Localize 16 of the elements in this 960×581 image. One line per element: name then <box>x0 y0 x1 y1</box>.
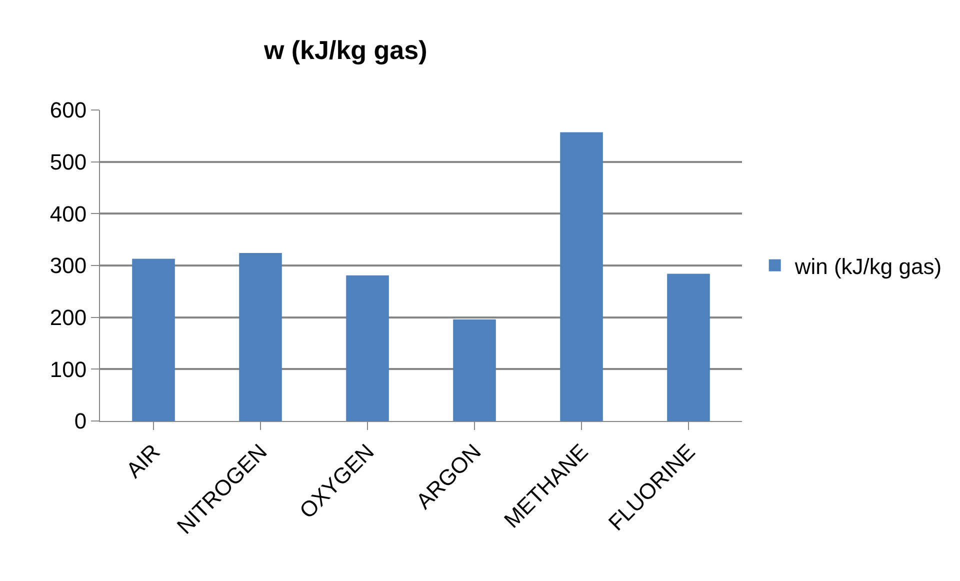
y-tick-label: 500 <box>50 150 87 175</box>
bar <box>132 258 175 421</box>
bar <box>346 275 389 421</box>
chart-title: w (kJ/kg gas) <box>262 34 428 65</box>
bar <box>667 274 710 421</box>
y-tick-label: 600 <box>50 98 87 123</box>
y-tick-label: 300 <box>50 253 87 278</box>
y-tick-label: 200 <box>50 305 87 330</box>
x-tick-label: AIR <box>121 439 165 483</box>
y-tick-label: 400 <box>50 201 87 226</box>
bar <box>453 319 496 421</box>
legend-label: win (kJ/kg gas) <box>794 254 942 279</box>
bar <box>239 253 282 421</box>
y-tick-label: 0 <box>74 408 87 434</box>
bar <box>560 132 603 421</box>
y-tick-label: 100 <box>50 356 87 382</box>
